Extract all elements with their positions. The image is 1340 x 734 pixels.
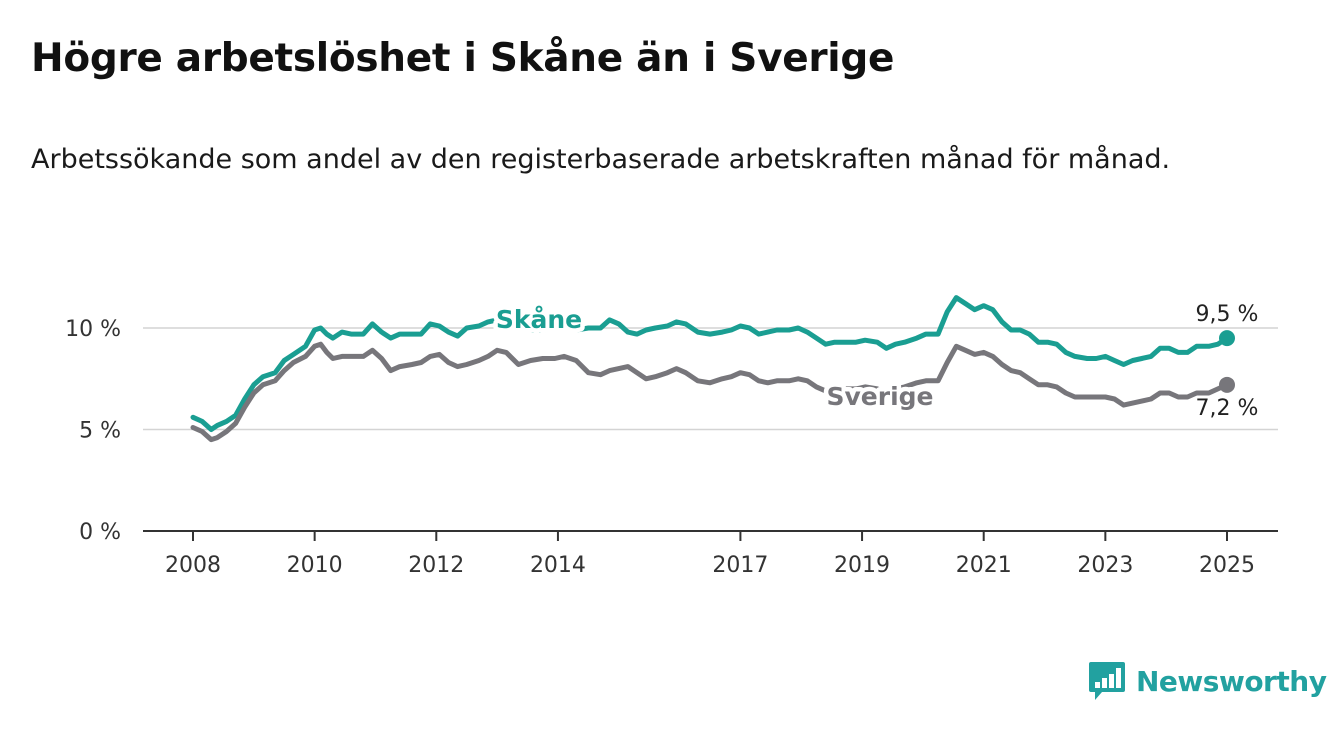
series-name-label: Skåne bbox=[496, 305, 582, 334]
x-tick-label: 2010 bbox=[287, 553, 343, 578]
y-tick-label: 0 % bbox=[79, 520, 121, 545]
grid-lines bbox=[143, 327, 1278, 431]
brand-logo[interactable]: Newsworthy bbox=[1088, 660, 1327, 702]
x-tick-label: 2012 bbox=[408, 553, 464, 578]
series-line-sverige bbox=[190, 341, 1230, 443]
y-tick-label: 5 % bbox=[79, 419, 121, 444]
y-tick-label: 10 % bbox=[65, 317, 121, 342]
x-tick-label: 2019 bbox=[834, 553, 890, 578]
end-value-label: 9,5 % bbox=[1196, 302, 1259, 327]
series-line-skane bbox=[190, 295, 1230, 432]
bar-chart-logo-icon bbox=[1089, 662, 1125, 700]
end-value-label: 7,2 % bbox=[1196, 396, 1259, 421]
axes: 0 % 5 % 10 % 2008 2010 2012 2014 2017 2019 2021 20… bbox=[65, 317, 1278, 578]
x-tick-label: 2014 bbox=[530, 553, 586, 578]
series-name-halo: Skåne bbox=[496, 305, 582, 334]
chart-title: Högre arbetslöshet i Skåne än i Sverige bbox=[31, 36, 895, 81]
x-tick-label: 2021 bbox=[956, 553, 1012, 578]
x-tick-label: 2008 bbox=[165, 553, 221, 578]
end-point-skane bbox=[1219, 330, 1235, 347]
end-point-sverige bbox=[1219, 376, 1235, 393]
x-tick-label: 2017 bbox=[712, 553, 768, 578]
series-name-label: Sverige bbox=[826, 382, 933, 411]
series-lines bbox=[190, 295, 1235, 443]
x-tick-label: 2025 bbox=[1199, 553, 1255, 578]
x-tick-label: 2023 bbox=[1077, 553, 1133, 578]
series-name-halo: Sverige bbox=[826, 382, 933, 411]
brand-name: Newsworthy bbox=[1136, 664, 1327, 698]
chart-subtitle: Arbetssökande som andel av den registerb… bbox=[31, 144, 1171, 175]
